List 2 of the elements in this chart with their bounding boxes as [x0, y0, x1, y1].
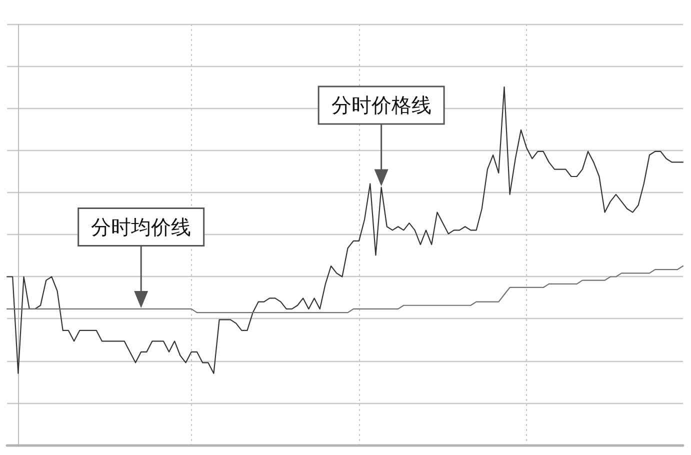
annotation: 分时均价线 — [91, 214, 192, 239]
annotation: 分时价格线 — [331, 93, 432, 118]
